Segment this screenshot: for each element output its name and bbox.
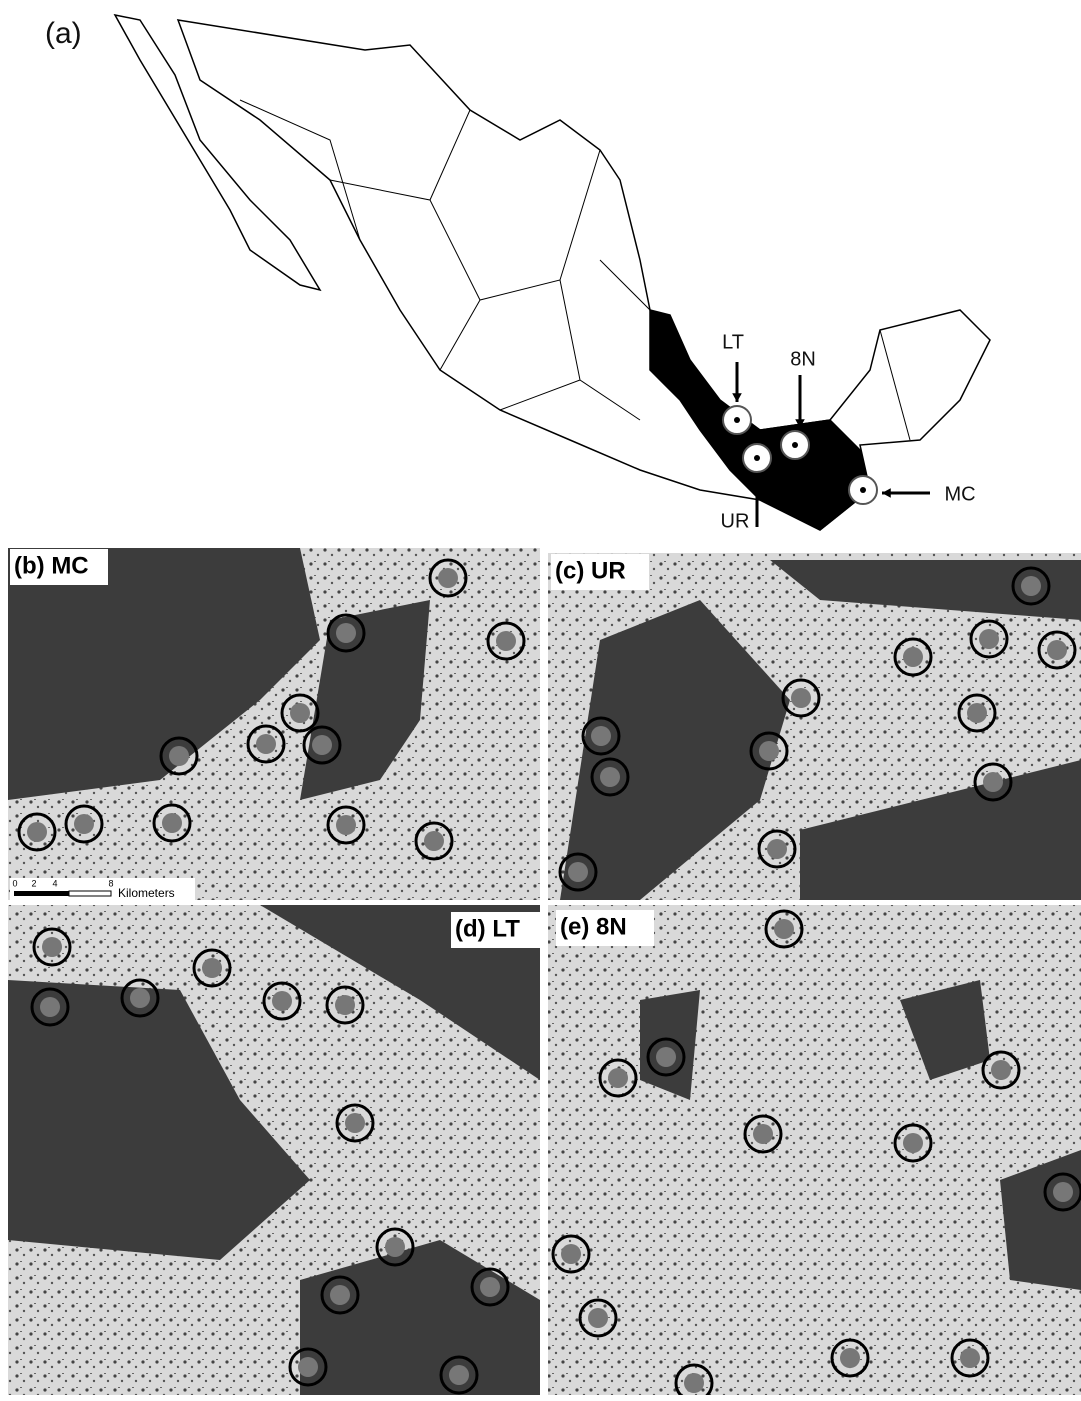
- panel-label: (d) LT: [455, 915, 520, 942]
- scale-white: [69, 891, 111, 896]
- site-fill: [298, 1357, 318, 1377]
- site-fill: [74, 814, 94, 834]
- site-fill: [336, 623, 356, 643]
- scale-tick-label: 0: [12, 878, 17, 888]
- site-fill: [385, 1237, 405, 1257]
- panel-label: (c) UR: [555, 557, 626, 584]
- site-fill: [42, 937, 62, 957]
- site-fill: [774, 919, 794, 939]
- site-fill: [312, 735, 332, 755]
- panel-label: (e) 8N: [560, 913, 627, 940]
- site-fill: [903, 647, 923, 667]
- site-fill: [169, 746, 189, 766]
- scale-black: [14, 891, 69, 896]
- site-fill: [424, 831, 444, 851]
- site-fill: [684, 1373, 704, 1393]
- site-fill: [591, 726, 611, 746]
- site-fill: [600, 767, 620, 787]
- panel-label: (b) MC: [14, 552, 89, 579]
- site-label: UR: [721, 510, 750, 532]
- site-fill: [840, 1348, 860, 1368]
- panel-a-label: (a): [45, 17, 82, 50]
- image-panel: [548, 553, 1081, 900]
- site-fill: [336, 815, 356, 835]
- dark-region: [640, 990, 700, 1100]
- site-label: 8N: [790, 348, 816, 370]
- site-fill: [991, 1060, 1011, 1080]
- site-fill: [290, 703, 310, 723]
- site-fill: [40, 997, 60, 1017]
- mexico-map: [115, 15, 990, 530]
- site-fill: [27, 822, 47, 842]
- site-fill: [656, 1047, 676, 1067]
- image-panel: [548, 905, 1081, 1401]
- scale-bar: 0 2 4 8 Kilometers: [10, 878, 195, 900]
- site-fill: [608, 1068, 628, 1088]
- site-label: MC: [944, 483, 975, 505]
- image-panels: (b) MC (c) UR (d) LT (e) 8N 0 2 4 8 Kilometers: [8, 548, 1081, 1401]
- scale-tick-label: 8: [108, 878, 113, 888]
- site-fill: [449, 1365, 469, 1385]
- site-dot: [734, 417, 740, 423]
- panel-background: [548, 905, 1081, 1395]
- scale-unit: Kilometers: [118, 886, 175, 900]
- site-fill: [1047, 640, 1067, 660]
- site-fill: [256, 734, 276, 754]
- site-fill: [759, 741, 779, 761]
- scale-tick-label: 4: [52, 878, 57, 888]
- site-fill: [561, 1244, 581, 1264]
- scale-tick-label: 2: [31, 878, 36, 888]
- figure: (a) LT 8N UR MC (b) MC (c) UR (d) LT (e) 8N 0 2 4…: [0, 0, 1081, 1401]
- site-fill: [903, 1133, 923, 1153]
- site-fill: [1021, 576, 1041, 596]
- site-fill: [767, 839, 787, 859]
- site-fill: [979, 629, 999, 649]
- site-fill: [791, 688, 811, 708]
- site-fill: [162, 813, 182, 833]
- site-fill: [272, 991, 292, 1011]
- site-dot: [754, 455, 760, 461]
- site-fill: [967, 703, 987, 723]
- site-label: LT: [722, 331, 744, 353]
- arrow-head: [882, 488, 891, 498]
- page: {"panel_a": {"label": "(a)", "sites": [{…: [0, 0, 1081, 1401]
- site-fill: [983, 772, 1003, 792]
- site-fill: [345, 1113, 365, 1133]
- image-panel: [8, 548, 540, 900]
- site-fill: [330, 1285, 350, 1305]
- site-fill: [1053, 1182, 1073, 1202]
- site-fill: [588, 1308, 608, 1328]
- site-fill: [130, 988, 150, 1008]
- site-dot: [792, 442, 798, 448]
- site-fill: [438, 568, 458, 588]
- site-dot: [860, 487, 866, 493]
- site-fill: [202, 958, 222, 978]
- site-fill: [568, 862, 588, 882]
- site-fill: [496, 631, 516, 651]
- site-fill: [753, 1124, 773, 1144]
- site-fill: [480, 1277, 500, 1297]
- image-panel: [8, 905, 540, 1395]
- site-fill: [335, 995, 355, 1015]
- site-fill: [960, 1348, 980, 1368]
- arrow-head: [732, 393, 742, 402]
